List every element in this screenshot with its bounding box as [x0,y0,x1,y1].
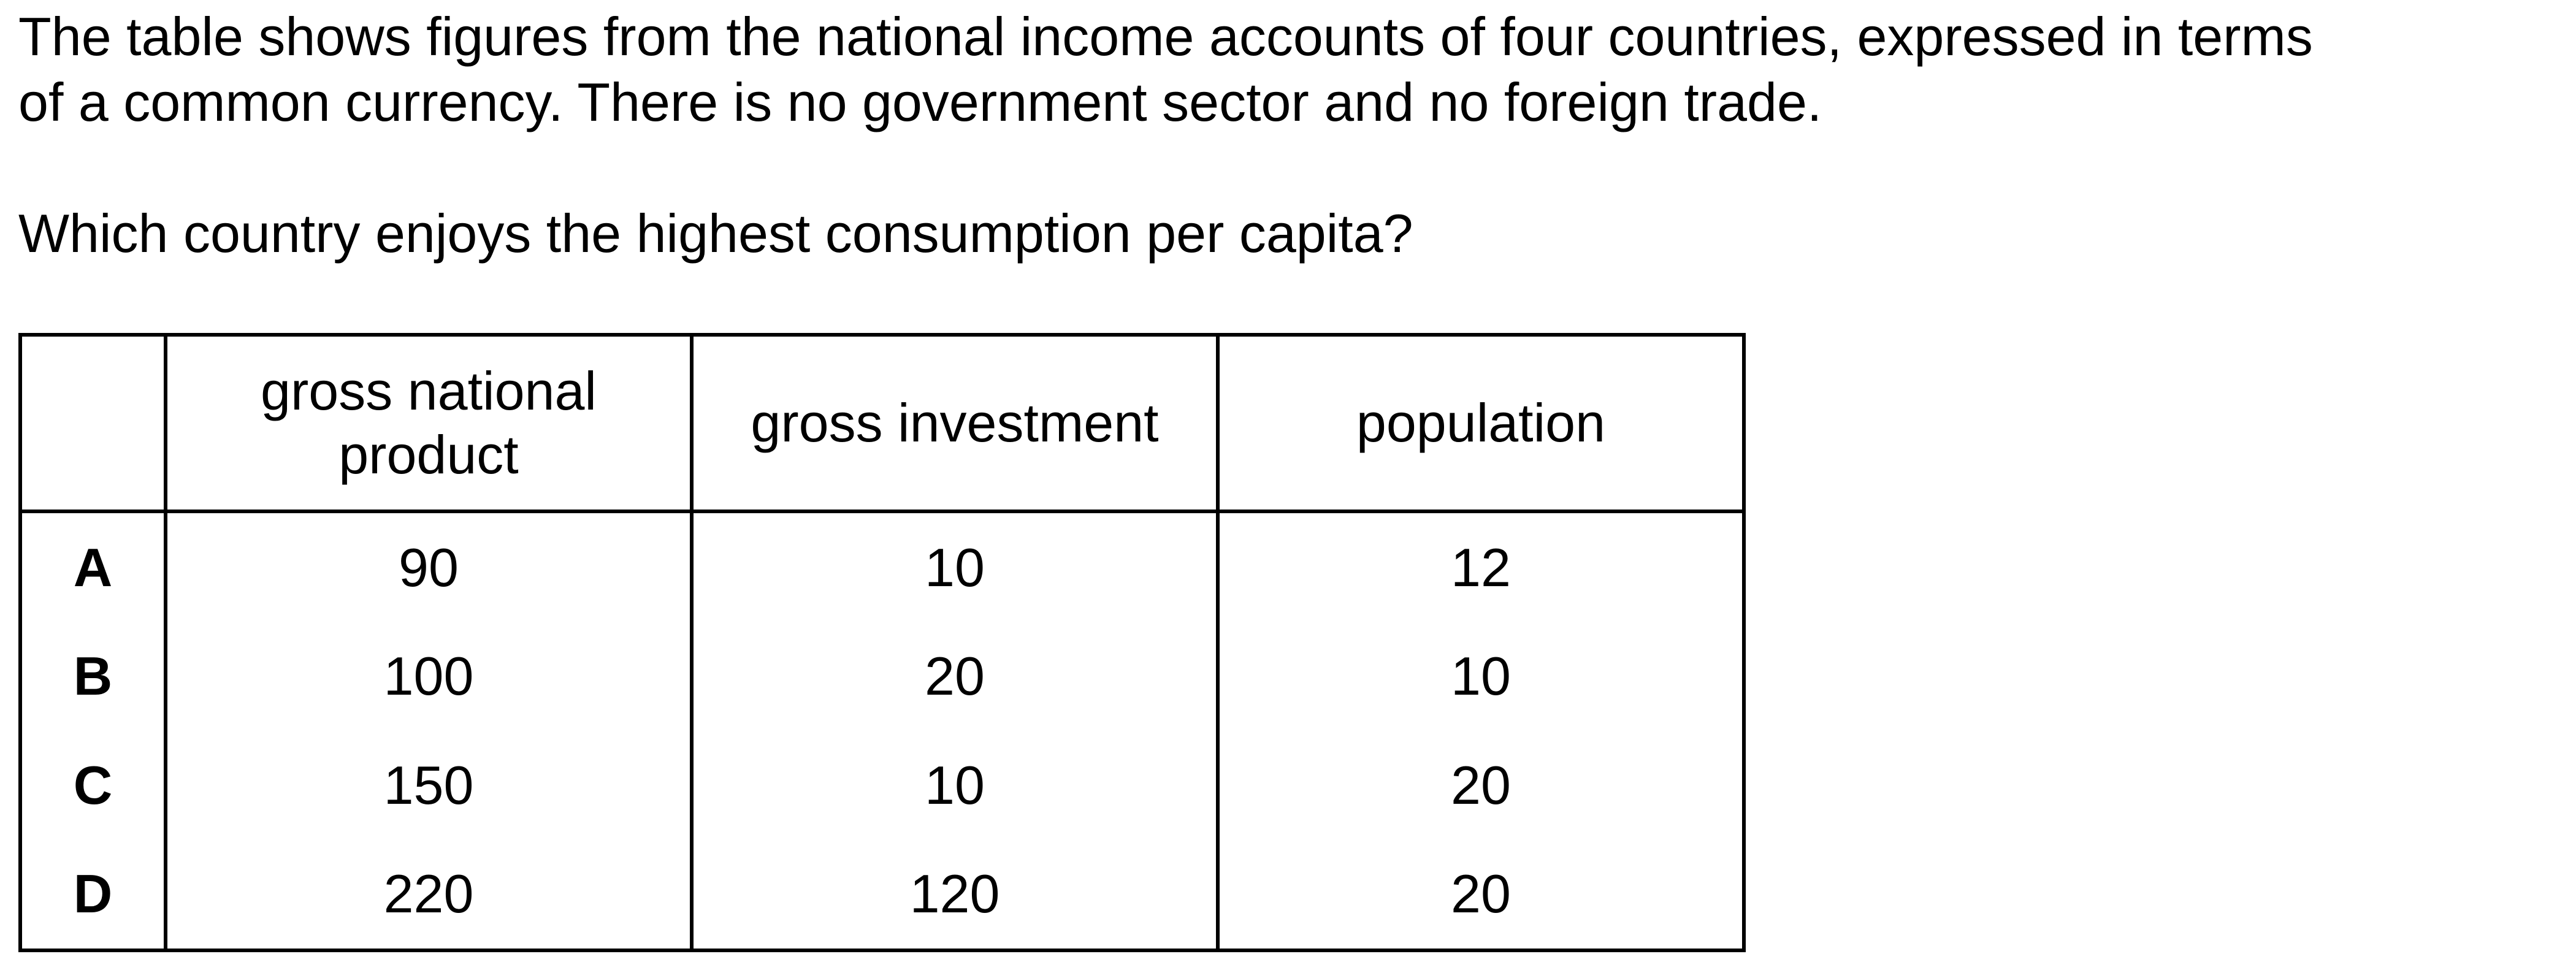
table-header-row: gross national product gross investment p… [18,333,1746,513]
table-row: C 150 10 20 [18,730,1746,840]
intro-text: The table shows figures from the nationa… [18,4,2532,135]
cell-population: 12 [1216,511,1746,622]
cell-investment: 20 [690,622,1220,731]
cell-population: 20 [1216,839,1746,952]
cell-gnp: 220 [164,839,694,952]
table-row: A 90 10 12 [18,511,1746,622]
national-income-table: gross national product gross investment p… [18,333,1746,952]
cell-population: 20 [1216,730,1746,840]
cell-gnp: 100 [164,622,694,731]
row-label-c: C [18,730,167,840]
cell-investment: 10 [690,511,1220,622]
cell-population: 10 [1216,622,1746,731]
row-label-b: B [18,622,167,731]
table-row: B 100 20 10 [18,622,1746,731]
header-gross-investment: gross investment [690,333,1220,513]
header-population: population [1216,333,1746,513]
cell-gnp: 150 [164,730,694,840]
cell-investment: 120 [690,839,1220,952]
cell-investment: 10 [690,730,1220,840]
header-empty-cell [18,333,167,513]
table-row: D 220 120 20 [18,839,1746,952]
question-text: Which country enjoys the highest consump… [18,203,1413,264]
header-gnp-line-2: product [338,424,519,485]
header-gnp-line-1: gross national [261,361,597,421]
row-label-a: A [18,511,167,622]
intro-line-1: The table shows figures from the nationa… [18,6,2313,67]
intro-line-2: of a common currency. There is no govern… [18,72,1822,132]
row-label-d: D [18,839,167,952]
header-gross-national-product: gross national product [164,333,694,513]
cell-gnp: 90 [164,511,694,622]
